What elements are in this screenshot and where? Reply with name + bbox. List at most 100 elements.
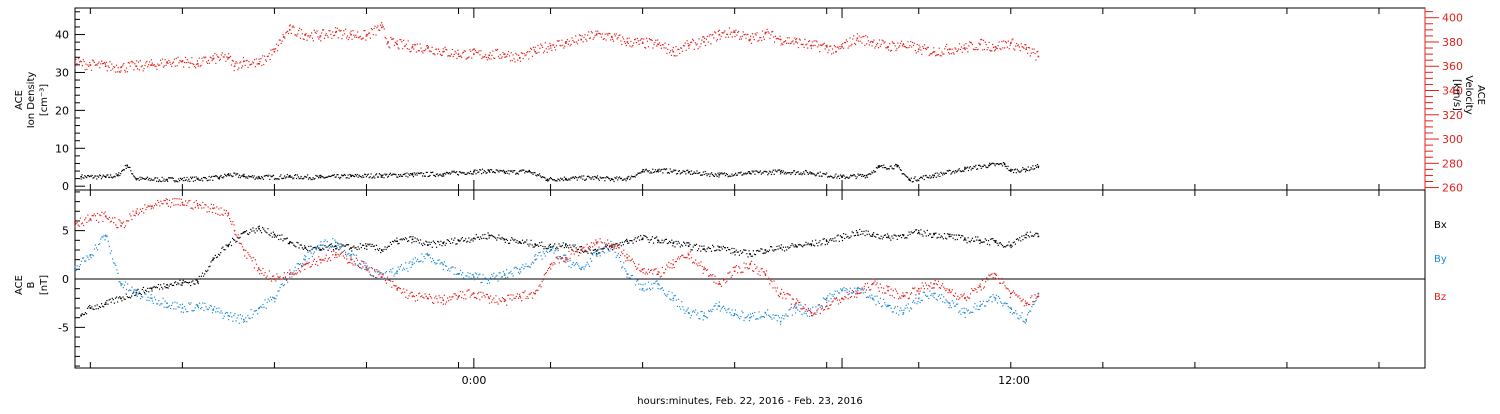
sample-bz-243 (335, 252, 336, 253)
sample-bx-795 (934, 233, 935, 234)
sample-bz-461 (569, 258, 570, 259)
sample-bz-15 (91, 220, 92, 221)
sample-bz-128 (212, 212, 213, 213)
sample-velocity-925 (926, 49, 927, 50)
sample-velocity-265 (318, 38, 319, 39)
sample-density-560 (596, 177, 597, 178)
sample-by-261 (355, 263, 356, 264)
sample-density-620 (651, 172, 652, 173)
sample-by-84 (165, 300, 166, 301)
sample-velocity-825 (834, 45, 835, 46)
sample-bx-478 (594, 249, 595, 250)
sample-bz-460 (568, 251, 569, 252)
point-bx-60 (995, 241, 997, 243)
point-by-37 (642, 288, 644, 290)
sample-by-283 (378, 270, 379, 271)
sample-bz-59 (138, 214, 139, 215)
sample-bx-181 (275, 235, 276, 236)
sample-velocity-361 (407, 48, 408, 49)
sample-by-509 (621, 267, 622, 268)
sample-density-100 (173, 178, 174, 179)
sample-bz-268 (362, 266, 363, 267)
sample-density-666 (694, 171, 695, 172)
sample-bz-568 (684, 257, 685, 258)
sample-velocity-876 (881, 44, 882, 45)
sample-by-269 (363, 263, 364, 264)
sample-bz-256 (349, 262, 350, 263)
sample-bz-579 (696, 263, 697, 264)
sample-bx-704 (837, 235, 838, 236)
sample-by-373 (475, 273, 476, 274)
sample-bx-430 (542, 246, 543, 247)
sample-bz-452 (560, 256, 561, 257)
sample-bx-132 (222, 247, 223, 248)
point-velocity-29 (473, 53, 475, 55)
sample-density-575 (610, 180, 611, 181)
sample-velocity-747 (762, 30, 763, 31)
sample-bx-2 (83, 314, 84, 315)
sample-bx-157 (249, 232, 250, 233)
sample-bx-492 (609, 246, 610, 247)
sample-bx-462 (577, 249, 578, 250)
sample-bx-779 (917, 233, 918, 234)
sample-velocity-826 (835, 46, 836, 47)
sample-by-479 (589, 266, 590, 267)
sample-velocity-835 (843, 48, 844, 49)
sample-bz-121 (204, 204, 205, 205)
sample-velocity-33 (105, 63, 106, 64)
sample-by-474 (583, 268, 584, 269)
sample-bx-627 (754, 254, 755, 255)
sample-bz-26 (102, 221, 103, 222)
sample-by-165 (252, 317, 253, 318)
sample-by-318 (416, 261, 417, 262)
sample-bx-499 (616, 243, 617, 244)
sample-bx-245 (344, 245, 345, 246)
sample-velocity-949 (948, 52, 949, 53)
sample-bx-888 (1034, 234, 1035, 235)
sample-bx-737 (872, 236, 873, 237)
sample-by-397 (501, 277, 502, 278)
sample-bx-501 (619, 244, 620, 245)
sample-velocity-1000 (995, 49, 996, 50)
sample-bx-98 (186, 282, 187, 283)
sample-bx-108 (197, 280, 198, 281)
sample-by-88 (169, 305, 170, 306)
sample-velocity-89 (156, 69, 157, 70)
sample-bx-533 (653, 243, 654, 244)
sample-bx-139 (230, 241, 231, 242)
sample-by-324 (422, 261, 423, 262)
sample-velocity-415 (456, 58, 457, 59)
sample-velocity-194 (253, 62, 254, 63)
sample-bz-481 (591, 242, 592, 243)
sample-velocity-133 (197, 60, 198, 61)
point-by-58 (964, 312, 966, 314)
sample-density-323 (378, 176, 379, 177)
sample-velocity-518 (551, 50, 552, 51)
sample-by-862 (1000, 301, 1001, 302)
point-velocity-35 (565, 42, 567, 44)
sample-density-642 (671, 172, 672, 173)
sample-by-140 (225, 313, 226, 314)
sample-velocity-44 (115, 72, 116, 73)
sample-by-407 (511, 273, 512, 274)
sample-bx-632 (759, 251, 760, 252)
sample-bx-312 (416, 241, 417, 242)
sample-by-827 (962, 312, 963, 313)
sample-bz-365 (466, 291, 467, 292)
sample-velocity-162 (224, 56, 225, 57)
sample-bz-103 (185, 200, 186, 201)
sample-velocity-858 (864, 45, 865, 46)
sample-by-594 (712, 309, 713, 310)
sample-velocity-4 (78, 58, 79, 59)
sample-bx-645 (773, 250, 774, 251)
sample-by-85 (166, 307, 167, 308)
sample-velocity-672 (693, 40, 694, 41)
sample-by-314 (412, 262, 413, 263)
sample-by-534 (648, 282, 649, 283)
sample-by-198 (287, 282, 288, 283)
sample-density-952 (957, 171, 958, 172)
sample-density-889 (899, 167, 900, 168)
sample-bx-351 (457, 239, 458, 240)
sample-velocity-246 (301, 29, 302, 30)
sample-velocity-612 (638, 40, 639, 41)
